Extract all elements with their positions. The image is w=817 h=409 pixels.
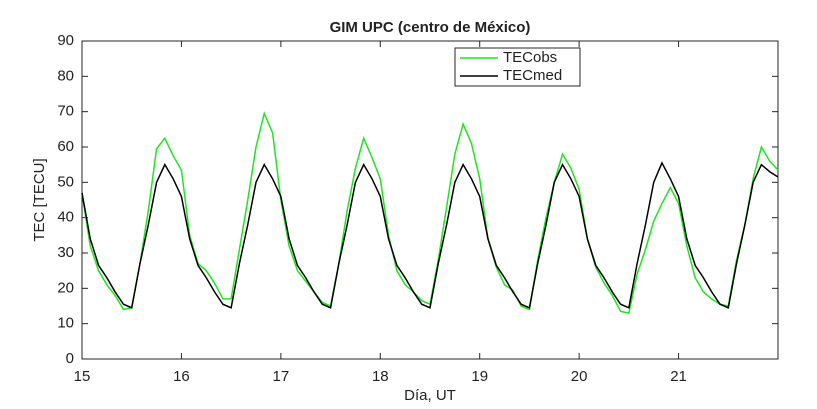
y-tick-label: 10 [57, 315, 74, 332]
y-tick-label: 40 [57, 209, 74, 226]
x-tick-label: 17 [273, 368, 290, 385]
x-tick-label: 16 [173, 368, 190, 385]
y-tick-label: 50 [57, 173, 74, 190]
y-tick-label: 20 [57, 279, 74, 296]
x-tick-label: 21 [670, 368, 687, 385]
y-tick-label: 70 [57, 103, 74, 120]
y-tick-label: 60 [57, 138, 74, 155]
legend-box [454, 47, 581, 87]
legend-label: TECobs [503, 49, 557, 66]
legend-label: TECmed [503, 67, 562, 84]
x-axis-label: Día, UT [404, 387, 456, 404]
plot-area [81, 40, 779, 360]
y-tick-label: 30 [57, 244, 74, 261]
y-tick-label: 0 [66, 350, 74, 367]
y-axis-label: TEC [TECU] [31, 158, 48, 241]
y-tick-label: 80 [57, 67, 74, 84]
x-tick-label: 19 [471, 368, 488, 385]
series-line [81, 161, 779, 309]
y-tick-label: 90 [57, 32, 74, 49]
chart-title: GIM UPC (centro de México) [330, 19, 531, 36]
x-tick-label: 15 [74, 368, 91, 385]
x-tick-label: 20 [571, 368, 588, 385]
x-tick-label: 18 [372, 368, 389, 385]
